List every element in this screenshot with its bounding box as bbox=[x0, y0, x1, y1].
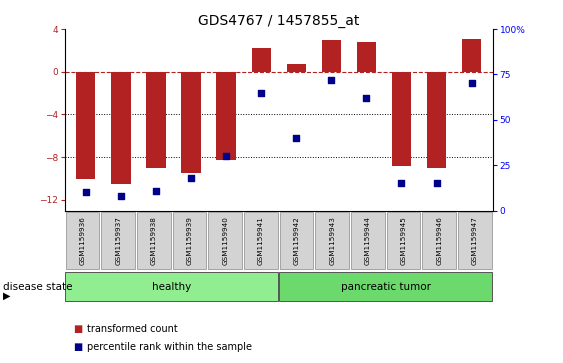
Bar bbox=[387, 212, 420, 269]
Text: ■: ■ bbox=[73, 342, 82, 352]
Text: ■: ■ bbox=[73, 323, 82, 334]
Text: GSM1159943: GSM1159943 bbox=[329, 216, 335, 265]
Point bbox=[257, 90, 266, 95]
Text: transformed count: transformed count bbox=[87, 323, 178, 334]
Bar bbox=[321, 40, 341, 72]
Bar bbox=[279, 272, 492, 301]
Text: ▶: ▶ bbox=[3, 291, 10, 301]
Bar bbox=[181, 72, 200, 173]
Text: GSM1159936: GSM1159936 bbox=[79, 216, 86, 265]
Bar bbox=[208, 212, 242, 269]
Bar bbox=[357, 42, 376, 72]
Text: pancreatic tumor: pancreatic tumor bbox=[341, 282, 431, 292]
Bar bbox=[280, 212, 313, 269]
Bar bbox=[252, 48, 271, 72]
Bar bbox=[146, 72, 166, 168]
Point bbox=[81, 189, 90, 195]
Bar bbox=[315, 212, 349, 269]
Bar bbox=[244, 212, 278, 269]
Point bbox=[327, 77, 336, 83]
Point bbox=[362, 95, 371, 101]
Bar bbox=[65, 272, 278, 301]
Text: GSM1159939: GSM1159939 bbox=[186, 216, 193, 265]
Point bbox=[117, 193, 126, 199]
Text: disease state: disease state bbox=[3, 282, 72, 292]
Bar bbox=[422, 212, 456, 269]
Bar bbox=[101, 212, 135, 269]
Bar bbox=[173, 212, 206, 269]
Text: GSM1159945: GSM1159945 bbox=[400, 216, 406, 265]
Bar bbox=[351, 212, 385, 269]
Title: GDS4767 / 1457855_at: GDS4767 / 1457855_at bbox=[198, 14, 359, 28]
Text: GSM1159940: GSM1159940 bbox=[222, 216, 228, 265]
Point bbox=[432, 180, 441, 186]
Bar bbox=[392, 72, 411, 166]
Point bbox=[292, 135, 301, 141]
Text: GSM1159946: GSM1159946 bbox=[436, 216, 442, 265]
Bar bbox=[287, 64, 306, 72]
Text: GSM1159942: GSM1159942 bbox=[293, 216, 300, 265]
Point bbox=[151, 188, 160, 193]
Point bbox=[467, 81, 476, 86]
Bar bbox=[462, 38, 481, 72]
Bar bbox=[66, 212, 99, 269]
Bar bbox=[458, 212, 491, 269]
Bar bbox=[216, 72, 236, 160]
Text: percentile rank within the sample: percentile rank within the sample bbox=[87, 342, 252, 352]
Bar bbox=[111, 72, 131, 184]
Point bbox=[222, 153, 231, 159]
Text: GSM1159941: GSM1159941 bbox=[258, 216, 264, 265]
Bar bbox=[76, 72, 96, 179]
Bar bbox=[427, 72, 446, 168]
Bar bbox=[137, 212, 171, 269]
Text: GSM1159944: GSM1159944 bbox=[365, 216, 371, 265]
Point bbox=[186, 175, 195, 181]
Text: healthy: healthy bbox=[152, 282, 191, 292]
Text: GSM1159937: GSM1159937 bbox=[115, 216, 121, 265]
Point bbox=[397, 180, 406, 186]
Text: GSM1159947: GSM1159947 bbox=[472, 216, 478, 265]
Text: GSM1159938: GSM1159938 bbox=[151, 216, 157, 265]
